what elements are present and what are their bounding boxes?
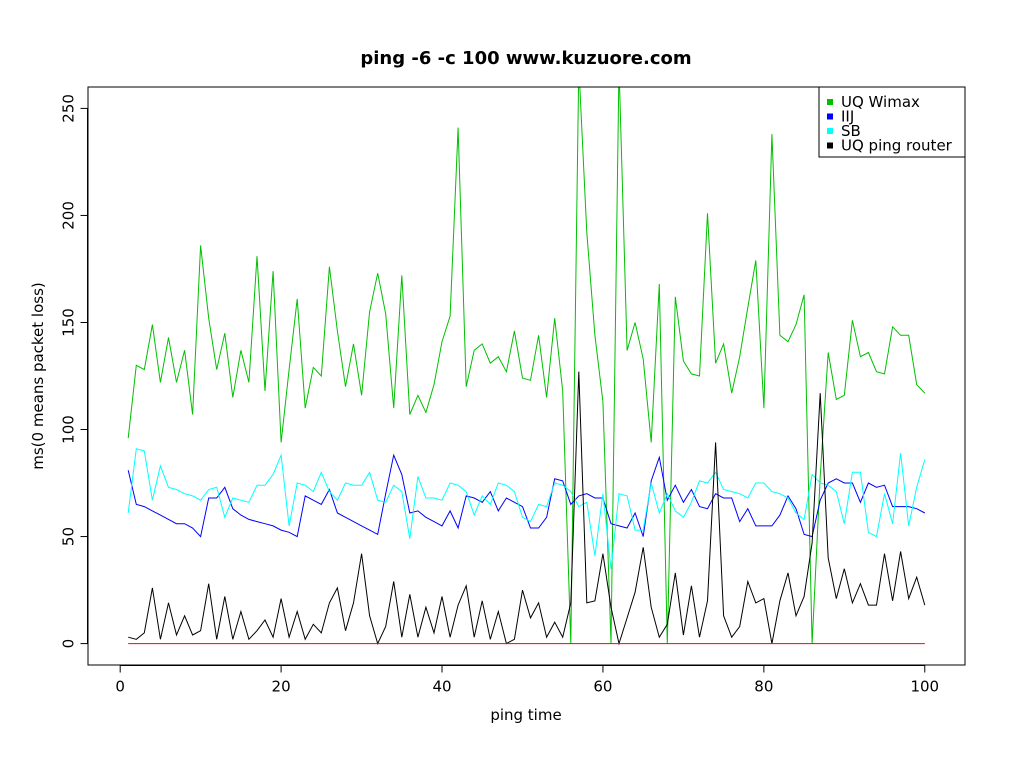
series-line-0 xyxy=(127,87,926,644)
plot-frame xyxy=(87,86,966,666)
x-tick-label-1: 20 xyxy=(272,678,291,696)
legend-box xyxy=(818,86,966,158)
series-line-2 xyxy=(127,448,926,569)
chart-title: ping -6 -c 100 www.kuzuore.com xyxy=(360,48,691,69)
y-axis-label: ms(0 means packet loss) xyxy=(29,282,47,470)
y-tick-label-0: 0 xyxy=(60,639,78,649)
y-tick-label-5: 250 xyxy=(60,94,78,123)
legend-label-0: UQ Wimax xyxy=(841,93,920,111)
x-axis: 0 20 40 60 80 100 xyxy=(115,665,939,696)
y-tick-label-1: 50 xyxy=(60,527,78,546)
y-axis: 0 50 100 150 200 250 xyxy=(60,94,88,648)
legend-label-1: IIJ xyxy=(841,108,854,126)
series-layer xyxy=(127,87,926,646)
x-tick-label-5: 100 xyxy=(910,678,939,696)
y-tick-label-4: 200 xyxy=(60,201,78,230)
x-tick-label-2: 40 xyxy=(432,678,451,696)
legend-swatch-3 xyxy=(827,142,833,149)
legend-swatch-2 xyxy=(827,128,833,134)
x-tick-label-4: 80 xyxy=(754,678,773,696)
y-tick-label-3: 150 xyxy=(60,308,78,337)
x-axis-label: ping time xyxy=(490,706,561,724)
legend-swatch-1 xyxy=(827,113,833,120)
y-tick-label-2: 100 xyxy=(60,415,78,444)
series-line-3 xyxy=(128,371,926,646)
legend-swatch-0 xyxy=(827,99,833,105)
legend-label-3: UQ ping router xyxy=(841,137,953,155)
series-line-1 xyxy=(127,453,926,538)
x-tick-label-0: 0 xyxy=(115,678,125,696)
legend-label-2: SB xyxy=(841,122,861,140)
x-tick-label-3: 60 xyxy=(593,678,612,696)
